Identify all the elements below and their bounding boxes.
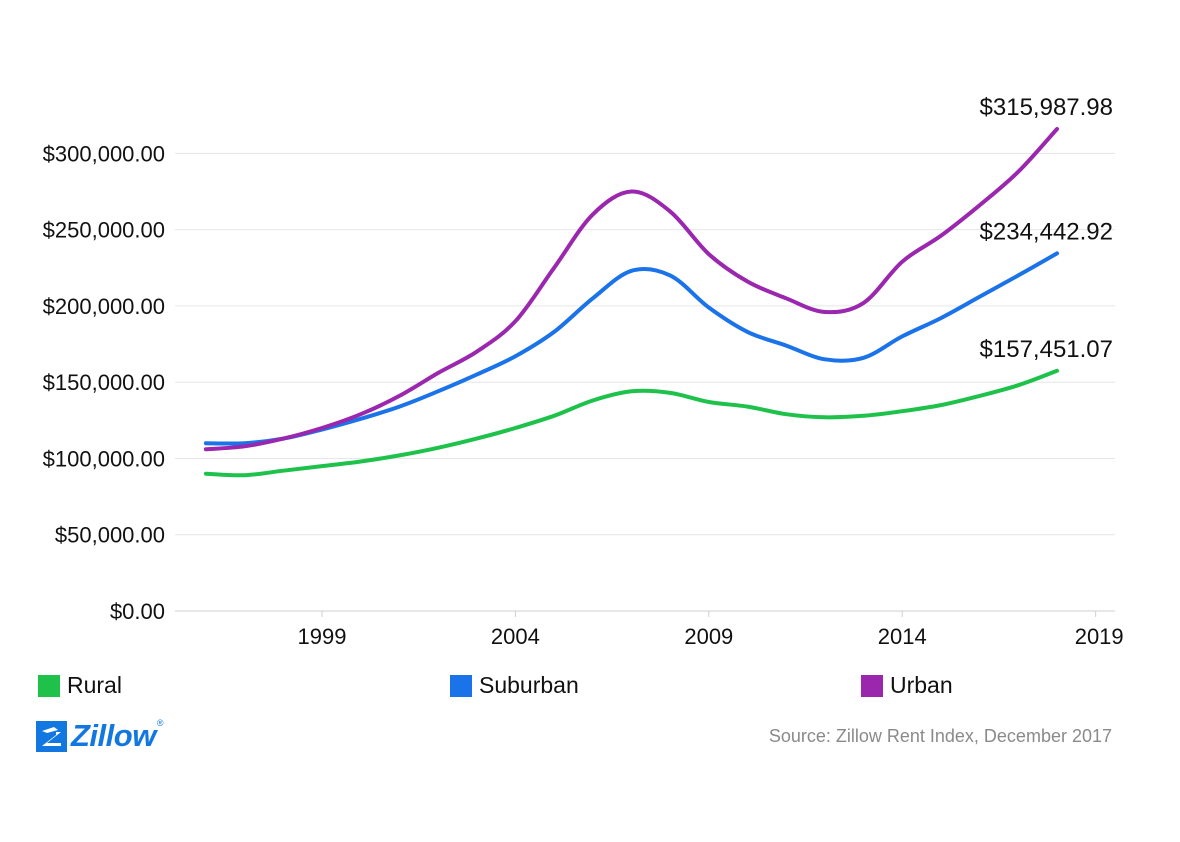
y-tick-label: $150,000.00 [43,370,165,395]
x-tick-label: 2004 [491,624,540,649]
x-tick-label: 2019 [1075,624,1124,649]
x-tick-label: 2009 [684,624,733,649]
y-tick-label: $300,000.00 [43,141,165,166]
source-note: Source: Zillow Rent Index, December 2017 [768,726,1112,746]
zillow-logo: Zillow ® [36,718,163,754]
end-label-rural: $157,451.07 [980,336,1113,363]
y-tick-label: $0.00 [110,599,165,624]
y-tick-label: $250,000.00 [43,218,165,243]
x-tick-label: 2014 [878,624,927,649]
legend-item-urban: Urban [861,672,953,699]
y-tick-label: $100,000.00 [43,446,165,471]
registered-mark: ® [156,718,164,728]
end-label-urban: $315,987.98 [980,94,1113,121]
legend-item-suburban: Suburban [450,672,579,699]
legend-swatch-suburban [450,674,472,697]
legend-swatch-urban [861,674,883,697]
legend-swatch-rural [38,674,60,697]
end-label-suburban: $234,442.92 [980,218,1113,245]
series-line-urban [203,127,1059,452]
series-line-rural [203,368,1059,478]
y-tick-label: $50,000.00 [55,523,165,548]
legend-label-urban: Urban [890,672,953,698]
zillow-z-icon [36,720,67,752]
x-tick-label: 1999 [298,624,347,649]
y-tick-label: $200,000.00 [43,294,165,319]
legend-label-rural: Rural [67,672,122,698]
series-line-suburban [203,251,1059,446]
legend-label-suburban: Suburban [479,672,579,698]
legend-item-rural: Rural [38,672,122,699]
logo-text: Zillow [71,718,156,753]
